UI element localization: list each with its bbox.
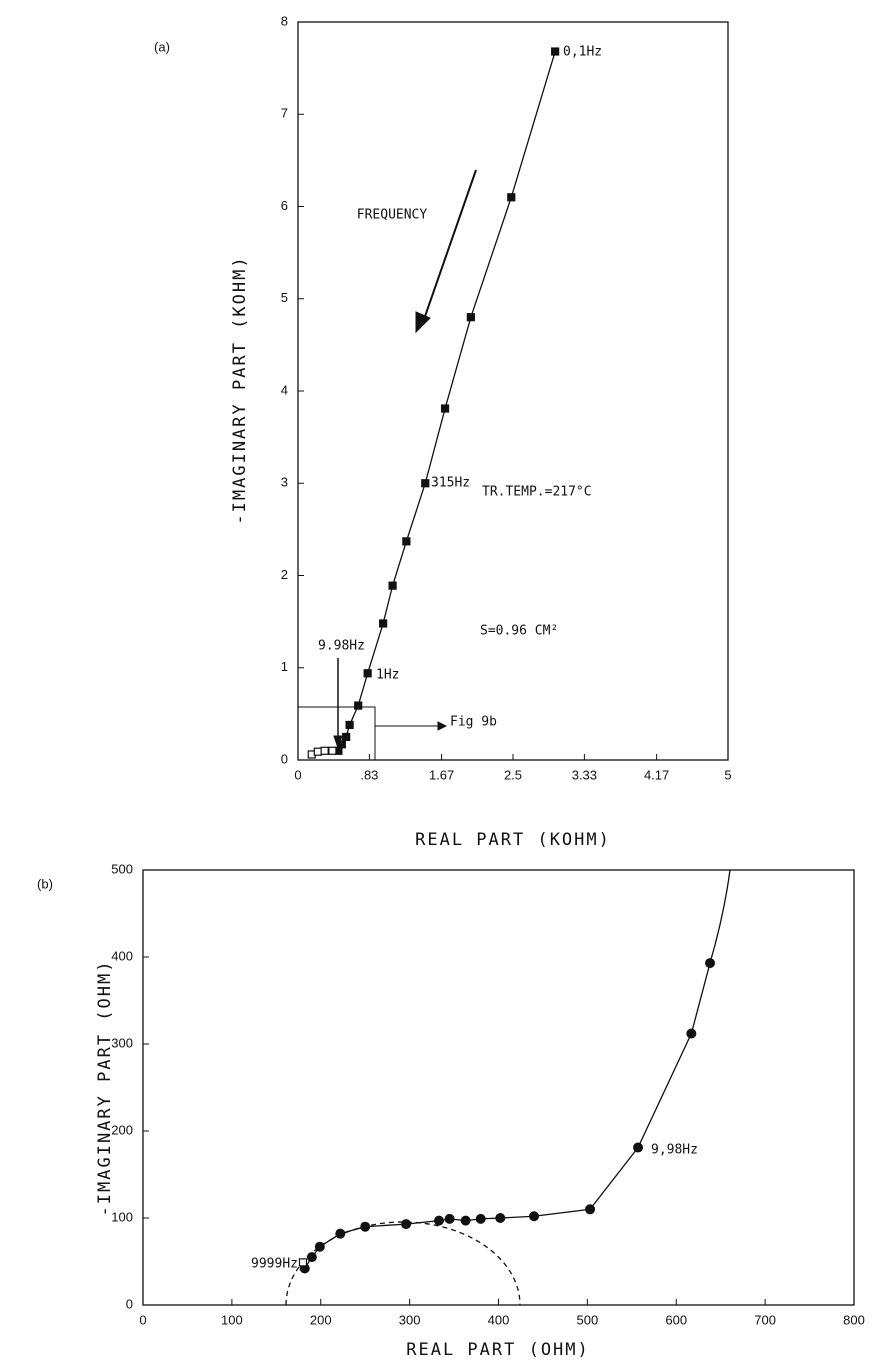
x-tick-label: 600: [665, 1312, 687, 1327]
x-tick-label: 0: [139, 1312, 146, 1327]
x-axis-title: REAL PART (KOHM): [415, 830, 611, 850]
point: [342, 732, 351, 742]
point: [328, 746, 337, 755]
decorations: [285, 169, 731, 1306]
annotation: 0,1Hz: [563, 45, 602, 60]
annotation: FREQUENCY: [357, 208, 428, 223]
annotation: 9.98Hz: [318, 639, 365, 654]
point: [633, 1142, 644, 1153]
point: [686, 1028, 697, 1039]
y-tick-label: 3: [281, 475, 288, 490]
y-tick-label: 4: [281, 382, 288, 397]
point: [298, 1258, 308, 1267]
frequency-arrow: [421, 169, 477, 326]
y-tick-label: 300: [111, 1035, 133, 1050]
annotation: TR.TEMP.=217°C: [482, 485, 592, 500]
x-tick-label: 800: [843, 1312, 865, 1327]
annotation: 1Hz: [376, 668, 399, 683]
y-tick-label: 500: [111, 861, 133, 876]
y-axis-title: -IMAGINARY PART (KOHM): [230, 255, 250, 524]
x-tick-label: 1.67: [429, 767, 454, 782]
y-tick-label: 5: [281, 290, 288, 305]
annotation: S=0.96 CM²: [480, 624, 558, 639]
point: [314, 1241, 325, 1252]
point: [585, 1204, 596, 1215]
fit-semicircle: [285, 1221, 521, 1306]
x-tick-label: 700: [754, 1312, 776, 1327]
x-tick-label: 0: [294, 767, 301, 782]
y-tick-label: 7: [281, 106, 288, 121]
y-tick-label: 2: [281, 567, 288, 582]
annotation: Fig 9b: [450, 715, 497, 730]
y-tick-label: 1: [281, 659, 288, 674]
x-tick-label: 500: [577, 1312, 599, 1327]
point: [507, 193, 516, 202]
point: [421, 479, 430, 488]
annotation: 9999Hz: [251, 1257, 298, 1272]
point: [460, 1215, 471, 1226]
series-line: [337, 51, 556, 752]
point: [444, 1213, 455, 1224]
y-tick-label: 400: [111, 948, 133, 963]
point: [354, 701, 363, 710]
y-tick-label: 6: [281, 198, 288, 213]
y-tick-label: 0: [281, 751, 288, 766]
point: [360, 1221, 371, 1232]
point: [363, 669, 372, 678]
point: [335, 1228, 346, 1239]
point: [345, 720, 354, 730]
point: [402, 537, 411, 546]
point: [551, 47, 560, 56]
plot-frame: [142, 869, 855, 1306]
point: [433, 1215, 444, 1226]
x-tick-label: 100: [221, 1312, 243, 1327]
y-tick-label: 100: [111, 1209, 133, 1224]
y-tick-label: 8: [281, 13, 288, 28]
point: [313, 747, 322, 756]
panel-label: (b): [37, 876, 53, 891]
x-tick-label: 3.33: [572, 767, 597, 782]
x-tick-label: 5: [724, 767, 731, 782]
point: [475, 1213, 486, 1224]
x-tick-label: 300: [399, 1312, 421, 1327]
series-line: [304, 962, 711, 1269]
arrow-head: [415, 311, 431, 334]
point: [529, 1211, 540, 1222]
point: [440, 404, 450, 413]
y-tick-label: 0: [126, 1296, 133, 1311]
point: [388, 581, 397, 590]
annotation: 315Hz: [431, 476, 470, 491]
point: [495, 1213, 506, 1223]
curve-tail: [709, 869, 731, 964]
x-axis-title: REAL PART (OHM): [406, 1340, 590, 1360]
panel-label: (a): [154, 39, 170, 54]
x-tick-label: .83: [360, 767, 378, 782]
point: [705, 958, 716, 969]
x-tick-label: 200: [310, 1312, 332, 1327]
point: [379, 619, 388, 628]
y-axis-title: -IMAGINARY PART (OHM): [95, 960, 115, 1217]
point: [306, 1252, 317, 1263]
point: [466, 313, 475, 322]
x-tick-label: 2.5: [504, 767, 522, 782]
arrow-head: [437, 721, 448, 731]
x-tick-label: 400: [488, 1312, 510, 1327]
point: [320, 746, 329, 755]
annotation: 9,98Hz: [651, 1143, 698, 1158]
y-tick-label: 200: [111, 1122, 133, 1137]
x-tick-label: 4.17: [644, 767, 669, 782]
point: [401, 1219, 412, 1230]
